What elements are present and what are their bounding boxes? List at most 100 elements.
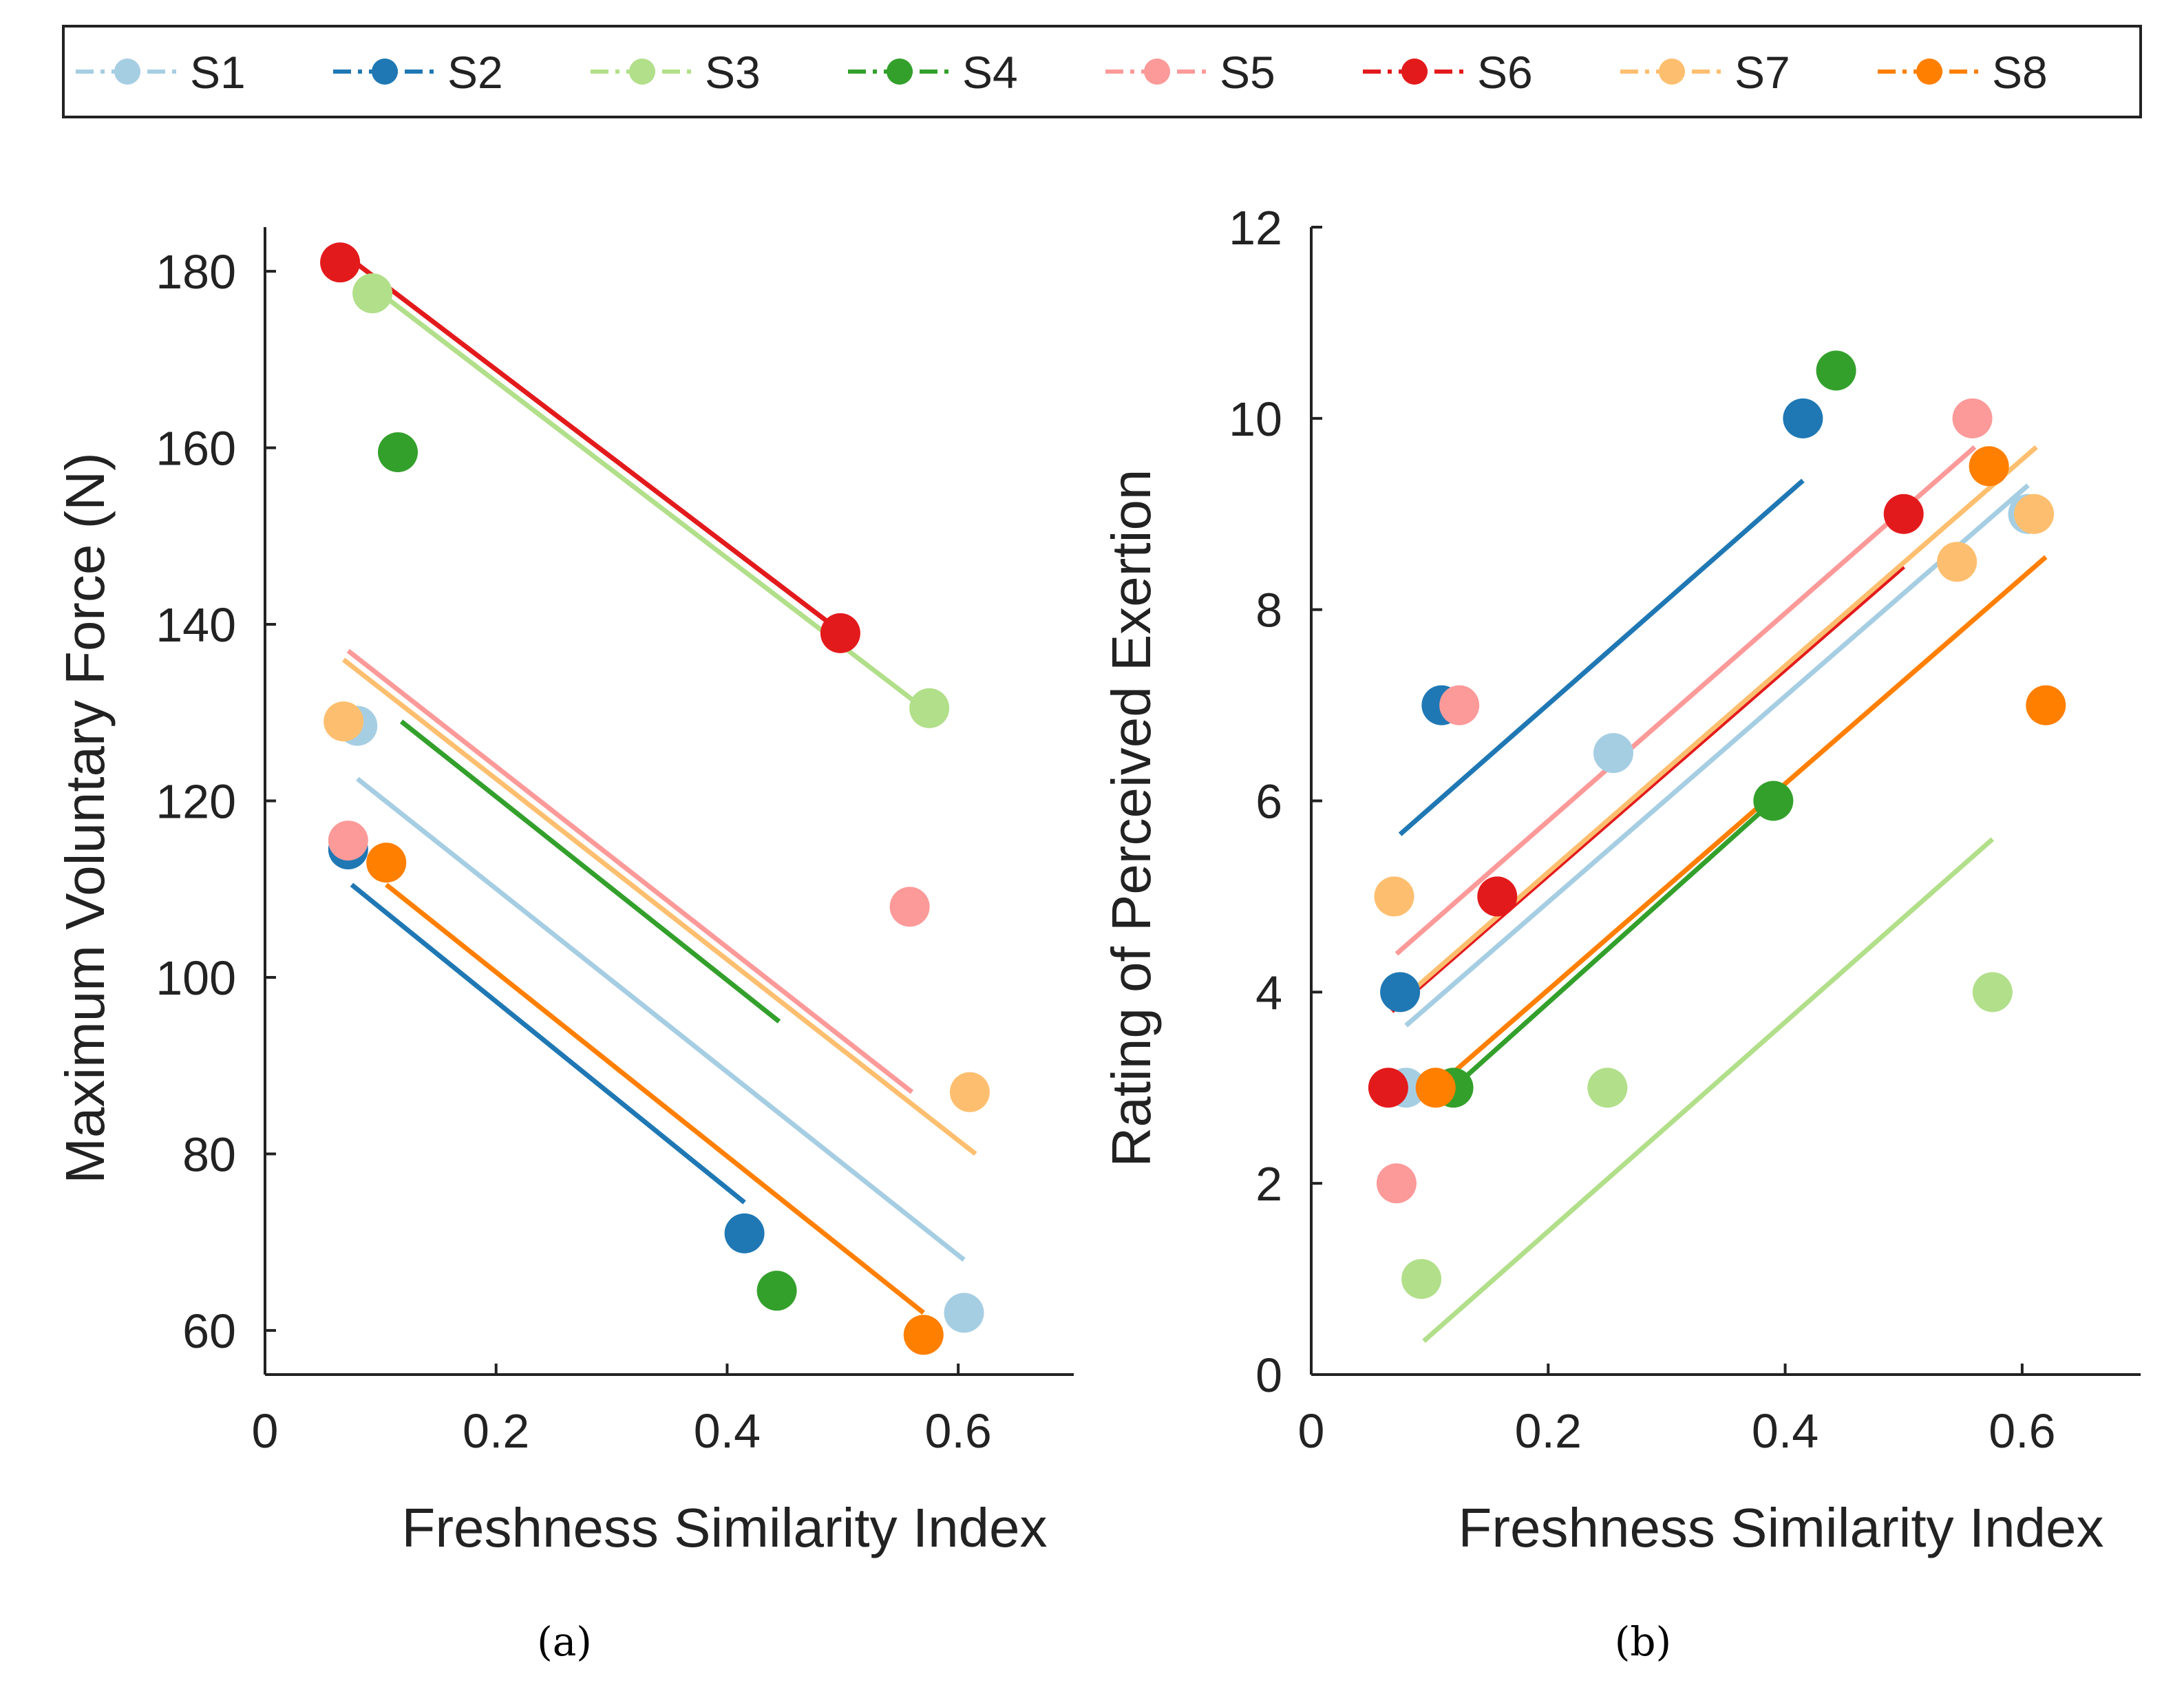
point-s4-b [1753, 781, 1794, 821]
y-axis-label-a: Maximum Voluntary Force (N) [54, 452, 116, 1183]
x-axis-label-a: Freshness Similarity Index [401, 1497, 1047, 1558]
point-s6-b [1477, 876, 1518, 917]
point-s5-b [1952, 398, 1993, 438]
x-tick-label-a: 0.2 [463, 1404, 529, 1458]
point-s3-a [352, 273, 393, 314]
fit-line-s3-b [1422, 837, 1995, 1344]
point-s8-b [1969, 446, 2009, 487]
legend-marker-s8 [1916, 59, 1942, 85]
point-s5-b [1439, 685, 1480, 725]
point-s8-b [1415, 1068, 1456, 1108]
legend: S1 S2 S3 S4 S5 S6 S7 S8 [62, 25, 2142, 118]
point-s2-b [1783, 398, 1823, 438]
point-s6-b [1368, 1068, 1408, 1108]
fit-line-s8-a [385, 882, 925, 1315]
x-tick-label-b: 0.6 [1989, 1404, 2055, 1458]
fit-line-s5-a [346, 648, 914, 1094]
y-tick-label-b: 6 [1255, 775, 1282, 829]
fit-line-s5-b [1395, 445, 1977, 956]
y-tick-label-b: 2 [1255, 1157, 1282, 1211]
point-s7-a [324, 701, 364, 742]
caption-a: (a) [537, 1618, 592, 1665]
point-s3-b [1587, 1068, 1628, 1108]
legend-marker-s4 [887, 59, 913, 85]
x-tick-label-a: 0.4 [694, 1404, 761, 1458]
y-tick-label-b: 12 [1229, 201, 1282, 255]
legend-item-s5: S5 [1105, 47, 1275, 98]
point-s3-b [1972, 972, 2013, 1013]
legend-item-s7: S7 [1620, 47, 1790, 98]
point-s3-a [909, 688, 950, 728]
panel-b: 0 0.2 0.4 0.6 0 2 4 6 8 10 12 Freshness Similarity… [1101, 201, 2141, 1558]
legend-marker-s5 [1144, 59, 1170, 85]
legend-marker-s6 [1401, 59, 1428, 85]
point-s7-b [2014, 494, 2055, 534]
legend-label-s1: S1 [190, 47, 246, 98]
legend-label-s3: S3 [705, 47, 761, 98]
legend-marker-s2 [372, 59, 398, 85]
legend-marker-s7 [1659, 59, 1685, 85]
y-tick-label-a: 180 [156, 245, 236, 299]
legend-label-s2: S2 [447, 47, 503, 98]
point-s6-a [820, 613, 860, 653]
legend-label-s6: S6 [1477, 47, 1533, 98]
y-tick-label-a: 60 [182, 1304, 236, 1358]
point-s5-a [328, 820, 368, 861]
legend-label-s8: S8 [1992, 47, 2048, 98]
fit-line-s4-b [1452, 798, 1775, 1090]
x-tick-label-b: 0.2 [1515, 1404, 1582, 1458]
point-s1-a [944, 1293, 984, 1333]
legend-item-s1: S1 [76, 47, 246, 98]
y-tick-label-a: 160 [156, 422, 236, 476]
point-s5-b [1376, 1163, 1417, 1204]
x-axis-label-b: Freshness Similarity Index [1458, 1497, 2103, 1558]
legend-item-s2: S2 [333, 47, 503, 98]
y-axis-label-b: Rating of Perceived Exertion [1101, 469, 1162, 1167]
point-s4-a [378, 432, 418, 472]
y-tick-label-a: 100 [156, 951, 236, 1005]
fit-line-s4-a [399, 719, 781, 1024]
point-s2-a [724, 1213, 765, 1253]
legend-marker-s3 [629, 59, 655, 85]
point-s7-b [1374, 876, 1414, 917]
fit-line-s1-b [1404, 483, 2030, 1028]
y-tick-label-b: 10 [1229, 392, 1282, 446]
legend-label-s4: S4 [962, 47, 1018, 98]
legend-item-s8: S8 [1878, 47, 2048, 98]
fit-line-s2-a [350, 882, 746, 1205]
y-tick-label-a: 80 [182, 1127, 236, 1181]
point-s7-a [949, 1072, 990, 1112]
fit-line-s2-b [1398, 478, 1805, 836]
fit-line-s1-a [356, 776, 966, 1262]
point-s2-b [1380, 972, 1421, 1013]
point-s6-b [1883, 494, 1924, 534]
fit-line-s6-a [342, 251, 845, 635]
point-s5-a [889, 887, 930, 927]
fit-line-s7-a [341, 657, 977, 1156]
point-s6-a [320, 242, 361, 283]
point-s7-b [1937, 542, 1978, 582]
point-s4-a [756, 1271, 797, 1311]
x-tick-label-a: 0 [252, 1404, 279, 1458]
point-s1-b [1593, 733, 1633, 774]
x-tick-label-b: 0 [1298, 1404, 1325, 1458]
legend-label-s5: S5 [1220, 47, 1275, 98]
x-tick-label-a: 0.6 [924, 1404, 991, 1458]
point-s8-b [2026, 685, 2066, 725]
point-s8-a [366, 842, 407, 883]
y-tick-label-b: 4 [1255, 966, 1282, 1019]
legend-marker-s1 [114, 59, 140, 85]
y-tick-label-b: 0 [1255, 1348, 1282, 1402]
legend-item-s6: S6 [1363, 47, 1533, 98]
point-s3-b [1401, 1259, 1442, 1300]
panel-a: 0 0.2 0.4 0.6 60 80 100 120 140 160 180 Freshness … [54, 227, 1074, 1558]
y-tick-label-b: 8 [1255, 584, 1282, 637]
legend-item-s3: S3 [591, 47, 761, 98]
fit-line-s8-b [1434, 555, 2048, 1090]
y-tick-label-a: 140 [156, 598, 236, 652]
caption-b: (b) [1615, 1618, 1671, 1665]
x-tick-label-b: 0.4 [1752, 1404, 1819, 1458]
legend-item-s4: S4 [848, 47, 1018, 98]
legend-label-s7: S7 [1735, 47, 1790, 98]
y-tick-label-a: 120 [156, 775, 236, 829]
